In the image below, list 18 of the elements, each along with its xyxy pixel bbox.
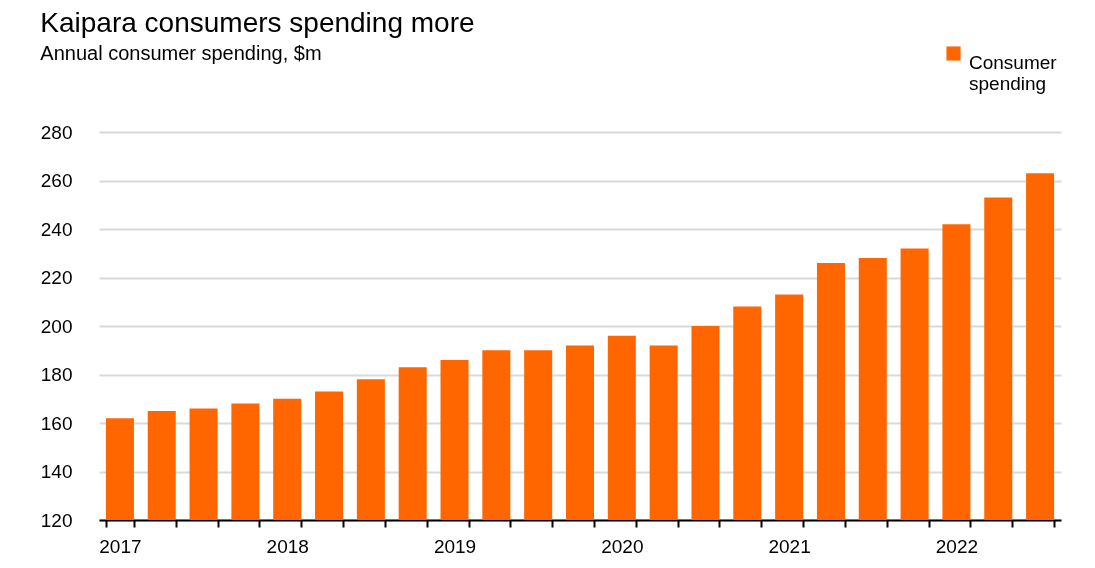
legend-label: Consumer spending (969, 51, 1058, 94)
x-tick-label: 2018 (266, 535, 309, 557)
chart-subtitle: Annual consumer spending, $m (40, 42, 322, 64)
y-tick-label: 280 (40, 121, 73, 143)
y-tick-label: 140 (40, 461, 73, 482)
y-tick-label: 260 (40, 170, 73, 191)
y-tick-label: 180 (40, 364, 73, 385)
y-tick-label: 120 (40, 509, 73, 531)
x-tick-label: 2021 (768, 535, 811, 557)
x-tick-label: 2017 (99, 535, 142, 557)
x-tick-label: 2022 (935, 535, 979, 557)
x-tick-label: 2020 (601, 535, 644, 557)
y-tick-label: 200 (40, 315, 73, 337)
x-tick-label: 2019 (433, 535, 477, 557)
y-tick-label: 240 (40, 218, 73, 240)
y-tick-label: 160 (40, 412, 73, 434)
y-tick-label: 220 (40, 267, 73, 288)
chart-title: Kaipara consumers spending more (40, 7, 475, 38)
